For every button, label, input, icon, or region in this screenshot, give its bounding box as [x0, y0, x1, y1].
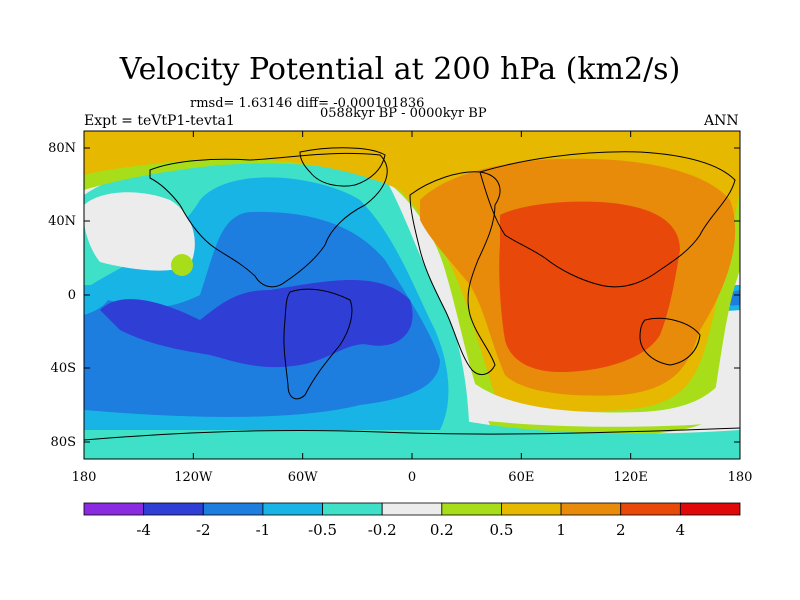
colorbar-swatch [620, 502, 681, 516]
x-tick-label: 60E [508, 470, 534, 485]
y-tick-label: 0 [68, 288, 76, 303]
colorbar-label: 1 [556, 521, 566, 539]
australia-coast [639, 317, 701, 366]
colorbar-swatch [322, 502, 383, 516]
x-tick-label: 0 [408, 470, 416, 485]
x-tick-label: 180 [72, 470, 97, 485]
colorbar-label: -4 [136, 521, 151, 539]
colorbar-label: 2 [616, 521, 626, 539]
colorbar-label: -0.2 [368, 521, 397, 539]
colorbar: -4 -2 -1 -0.5 -0.2 0.2 0.5 1 2 4 [83, 502, 741, 539]
longitude-axis: 180 120W 60W 0 60E 120E 180 [72, 131, 753, 485]
season-label: ANN [704, 113, 739, 129]
rmsd-diff-stats: rmsd= 1.63146 diff= -0.000101836 [190, 96, 425, 111]
x-tick-label: 180 [728, 470, 753, 485]
coastlines [84, 147, 740, 441]
colorbar-label: -2 [196, 521, 211, 539]
colorbar-swatch [202, 502, 264, 516]
y-tick-label: 80S [51, 435, 76, 450]
contour-level--0.2-antarctic [440, 420, 740, 459]
x-tick-label: 60W [288, 470, 319, 485]
europe-africa-coast [409, 171, 501, 376]
colorbar-swatch [560, 502, 622, 516]
north-america-coast [149, 152, 388, 288]
experiment-label: Expt = teVtP1-tevta1 [84, 113, 235, 129]
south-america-coast [283, 288, 353, 400]
y-tick-label: 80N [48, 141, 76, 156]
antarctica-coast [84, 427, 740, 441]
contour-level-0.2-pacific [84, 192, 195, 271]
y-tick-label: 40N [48, 214, 76, 229]
contour-level--0.5-west-edge [84, 285, 111, 315]
contour-level--2 [100, 280, 413, 368]
chart-title: Velocity Potential at 200 hPa (km2/s) [119, 52, 681, 87]
colorbar-swatch [381, 502, 443, 516]
contour-level-0.5-polar [84, 131, 740, 153]
latitude-axis: 80N 40N 0 40S 80S [48, 141, 740, 450]
colorbar-label: 0.5 [490, 521, 514, 539]
colorbar-label: 0.2 [430, 521, 454, 539]
contour-level-0.2-pocket [171, 254, 193, 276]
x-tick-label: 120E [614, 470, 648, 485]
colorbar-swatch [262, 502, 323, 516]
greenland-coast [299, 147, 386, 187]
colorbar-label: -0.5 [308, 521, 337, 539]
contour-fill-layer [84, 131, 740, 459]
time-period: 0588kyr BP - 0000kyr BP [320, 106, 487, 121]
colorbar-swatch [83, 502, 145, 516]
colorbar-swatch [143, 502, 204, 516]
colorbar-swatch [501, 502, 562, 516]
colorbar-swatch [679, 502, 741, 516]
colorbar-label: -1 [256, 521, 271, 539]
colorbar-swatch [441, 502, 502, 516]
contour-level-0.2-south [470, 370, 740, 427]
colorbar-label: 4 [676, 521, 686, 539]
asia-coast [479, 151, 736, 288]
x-tick-label: 120W [174, 470, 213, 485]
y-tick-label: 40S [51, 361, 76, 376]
